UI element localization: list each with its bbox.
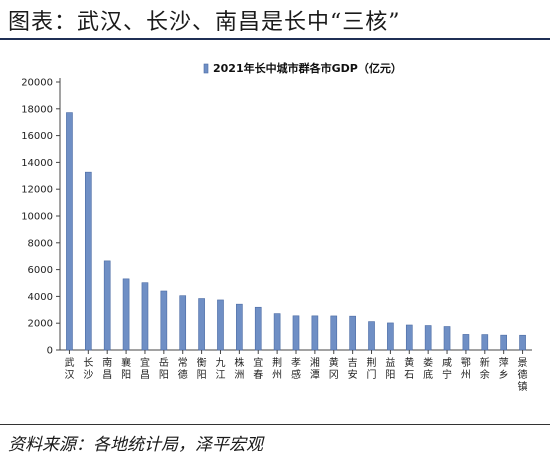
bar-荆州: [273, 313, 281, 351]
x-tick-label: 安: [348, 368, 358, 381]
x-tick-label: 沙: [83, 369, 93, 381]
x-tick-label: 荆: [272, 356, 282, 369]
x-tick-label: 德: [518, 368, 528, 381]
header: 图表：武汉、长沙、南昌是长中“三核”: [0, 0, 550, 40]
y-tick-label: 6000: [28, 265, 53, 276]
bar-萍乡: [500, 334, 508, 351]
y-tick-label: 8000: [28, 238, 53, 249]
y-tick-label: 18000: [21, 104, 53, 115]
source-note: 资料来源：各地统计局，泽平宏观: [8, 435, 263, 455]
x-tick-label: 南: [102, 356, 112, 369]
y-tick-label: 16000: [21, 131, 53, 142]
x-tick-label: 景: [518, 357, 528, 369]
bar-吉安: [349, 315, 356, 351]
x-tick-label: 襄: [121, 356, 131, 369]
bar-衡阳: [198, 298, 205, 351]
bar-黄石: [405, 324, 413, 351]
x-tick-label: 吉: [348, 357, 358, 369]
bar-长沙: [84, 171, 92, 351]
x-tick-label: 春: [253, 369, 263, 381]
x-tick-label: 岳: [159, 357, 169, 369]
y-tick-label: 0: [47, 346, 53, 357]
x-tick-label: 德: [178, 368, 188, 381]
x-tick-label: 荆: [367, 356, 377, 369]
x-tick-label: 汉: [64, 369, 74, 381]
y-tick-label: 14000: [21, 158, 53, 169]
x-tick-label: 州: [461, 369, 471, 381]
x-tick-label: 阳: [385, 369, 395, 381]
bar-南昌: [103, 260, 111, 351]
y-tick-label: 12000: [21, 185, 53, 196]
x-tick-label: 九: [215, 357, 225, 369]
x-tick-label: 萍: [499, 357, 509, 369]
bar-宜昌: [141, 282, 149, 351]
y-tick-label: 20000: [21, 78, 53, 89]
x-tick-label: 娄: [423, 356, 433, 369]
y-tick-label: 4000: [28, 292, 53, 303]
page-title: 图表：武汉、长沙、南昌是长中“三核”: [8, 10, 401, 35]
x-tick-label: 黄: [404, 356, 414, 369]
x-tick-label: 门: [367, 368, 377, 381]
bar-武汉: [66, 112, 73, 351]
x-tick-label: 底: [423, 368, 433, 381]
x-tick-label: 乡: [499, 369, 509, 381]
bar-岳阳: [160, 290, 168, 351]
x-tick-label: 新: [480, 356, 490, 369]
x-tick-label: 洲: [234, 369, 244, 381]
bar-黄冈: [330, 315, 338, 351]
bar-荆门: [368, 321, 375, 351]
x-tick-label: 石: [404, 370, 414, 381]
bar-景德镇: [519, 334, 526, 351]
x-tick-label: 武: [64, 356, 74, 369]
x-tick-label: 湘: [310, 356, 320, 369]
bar-益阳: [387, 322, 394, 351]
x-tick-label: 阳: [121, 369, 131, 381]
y-tick-label: 10000: [21, 212, 53, 223]
x-tick-label: 衡: [197, 357, 207, 369]
bar-株洲: [236, 303, 243, 351]
x-tick-label: 益: [385, 356, 395, 369]
legend-label: 2021年长中城市群各市GDP（亿元）: [213, 61, 402, 75]
bar-孝感: [292, 315, 300, 351]
bar-湘潭: [311, 315, 319, 351]
x-tick-label: 株: [234, 356, 244, 369]
x-tick-label: 感: [291, 368, 301, 381]
x-tick-label: 州: [272, 369, 282, 381]
x-tick-label: 宁: [442, 368, 452, 381]
x-tick-label: 孝: [291, 357, 301, 369]
bar-娄底: [424, 325, 432, 351]
x-tick-label: 长: [83, 357, 93, 369]
x-tick-label: 常: [178, 356, 188, 369]
x-tick-label: 阳: [159, 369, 169, 381]
bar-常德: [179, 295, 187, 351]
legend-swatch: [203, 63, 209, 74]
x-tick-label: 昌: [140, 369, 150, 381]
bar-鄂州: [462, 334, 470, 351]
x-tick-label: 阳: [197, 369, 207, 381]
x-tick-label: 宜: [140, 356, 150, 369]
x-tick-label: 昌: [102, 369, 112, 381]
x-tick-label: 咸: [442, 357, 452, 369]
x-tick-label: 余: [480, 368, 490, 381]
x-tick-label: 潭: [310, 369, 320, 381]
x-tick-label: 黄: [329, 356, 339, 369]
bar-咸宁: [443, 326, 451, 351]
x-tick-label: 冈: [329, 369, 339, 381]
y-tick-label: 2000: [28, 319, 53, 330]
bar-新余: [481, 334, 489, 351]
gdp-bar-chart: 0 2000 4000 6000 8000 10000 12000 14000 16000 180…: [21, 61, 532, 393]
bar-襄阳: [122, 278, 130, 351]
bar-九江: [217, 299, 224, 351]
x-tick-label: 鄂: [461, 357, 471, 369]
x-tick-label: 江: [215, 369, 225, 381]
x-tick-label: 镇: [518, 380, 528, 393]
footer-divider: [0, 424, 550, 425]
bar-宜春: [254, 306, 262, 351]
title-divider: [0, 38, 550, 40]
x-tick-label: 宜: [253, 356, 263, 369]
